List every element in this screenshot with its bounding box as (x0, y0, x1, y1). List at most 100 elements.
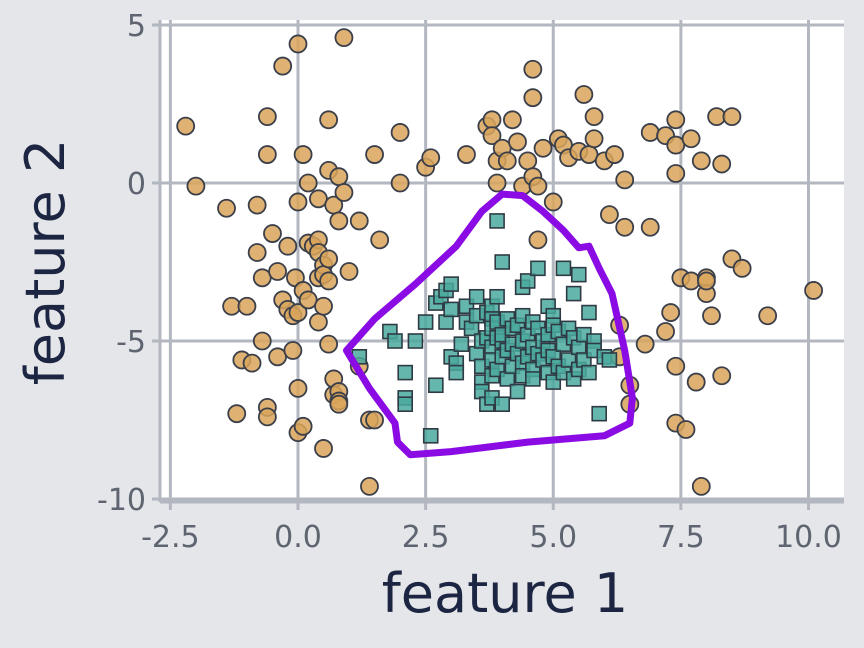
data-point-square (519, 273, 536, 289)
x-tick-label: 7.5 (657, 520, 705, 555)
data-point-circle (722, 107, 742, 127)
data-point-circle (457, 145, 476, 164)
y-tick-label: 5 (127, 9, 146, 44)
data-point-square (489, 213, 505, 229)
data-point-circle (533, 138, 553, 158)
data-point-circle (309, 312, 328, 332)
data-point-circle (360, 476, 379, 496)
data-point-circle (758, 306, 778, 326)
data-point-circle (712, 366, 732, 386)
data-point-square (468, 288, 485, 305)
data-point-square (443, 276, 459, 292)
data-point-circle (319, 249, 339, 269)
data-point-circle (252, 331, 272, 351)
data-point-square (397, 364, 414, 381)
y-tick-labels: 5 0 -5 -10 (97, 9, 146, 518)
data-point-circle (666, 164, 686, 183)
data-point-circle (298, 173, 318, 193)
data-point-circle (329, 394, 349, 414)
data-point-square (591, 405, 607, 422)
data-point-circle (329, 211, 349, 231)
data-point-square (494, 396, 511, 413)
data-point-circle (523, 59, 543, 79)
data-point-circle (263, 224, 282, 243)
x-axis-label: feature 1 (382, 562, 628, 625)
data-point-square (407, 333, 424, 349)
series-squares (351, 213, 618, 444)
data-point-circle (600, 205, 619, 225)
data-point-circle (293, 416, 313, 436)
axes (152, 20, 844, 510)
data-point-circle (691, 151, 711, 171)
data-point-circle (482, 110, 502, 130)
data-point-circle (273, 56, 293, 76)
data-point-circle (365, 145, 384, 164)
data-point-square (570, 266, 587, 283)
data-point-circle (497, 151, 517, 171)
data-point-circle (257, 407, 277, 427)
data-point-circle (247, 195, 267, 215)
data-point-square (387, 333, 403, 349)
data-point-circle (691, 476, 711, 496)
data-point-square (530, 260, 546, 277)
data-point-square (443, 301, 459, 318)
data-point-circle (518, 151, 538, 171)
data-point-square (453, 336, 470, 352)
data-point-circle (640, 217, 660, 237)
data-point-circle (804, 281, 824, 300)
data-point-circle (605, 145, 624, 164)
data-point-circle (349, 211, 369, 231)
data-point-square (525, 371, 541, 387)
x-tick-labels: -2.5 0.0 2.5 5.0 7.5 10.0 (141, 520, 842, 555)
data-point-circle (702, 306, 721, 326)
data-point-circle (656, 322, 675, 341)
data-point-circle (186, 176, 206, 196)
data-point-circle (584, 107, 604, 127)
data-point-circle (503, 110, 522, 130)
data-point-circle (329, 167, 349, 187)
boundary-curve (343, 190, 636, 459)
x-tick-label: 10.0 (775, 520, 842, 555)
data-point-circle (314, 296, 333, 316)
data-point-square (422, 427, 439, 444)
data-point-square (494, 254, 511, 270)
data-point-circle (257, 145, 277, 164)
data-point-circle (666, 110, 686, 130)
data-point-circle (288, 34, 308, 54)
data-point-circle (176, 116, 196, 136)
data-point-circle (712, 154, 732, 174)
y-tick-label: 0 (127, 167, 146, 202)
x-tick-label: 5.0 (529, 520, 577, 555)
data-point-circle (242, 353, 262, 373)
data-point-circle (584, 129, 604, 149)
data-point-circle (482, 126, 502, 146)
data-point-circle (319, 334, 339, 354)
data-point-circle (640, 123, 660, 142)
data-point-circle (528, 230, 548, 250)
data-point-circle (278, 236, 298, 256)
data-point-circle (365, 410, 384, 430)
grid (160, 20, 844, 502)
data-point-square (555, 260, 572, 277)
data-point-circle (697, 271, 716, 291)
data-point-circle (666, 356, 686, 376)
data-point-circle (523, 88, 543, 108)
y-axis-label: feature 2 (14, 139, 77, 385)
data-point-square (601, 352, 618, 368)
x-tick-label: 2.5 (402, 520, 450, 555)
data-point-square (448, 364, 465, 381)
y-tick-label: -5 (116, 325, 146, 360)
data-point-square (581, 364, 597, 381)
data-point-square (428, 377, 444, 394)
data-point-circle (661, 303, 681, 322)
data-point-circle (528, 176, 548, 196)
x-tick-label: -2.5 (141, 520, 200, 555)
data-point-circle (615, 217, 635, 237)
data-point-square (565, 285, 582, 302)
data-point-circle (615, 170, 635, 190)
data-point-circle (390, 173, 410, 193)
data-point-circle (732, 258, 752, 278)
data-point-circle (288, 303, 308, 322)
data-point-circle (686, 372, 706, 392)
data-point-circle (370, 230, 390, 250)
